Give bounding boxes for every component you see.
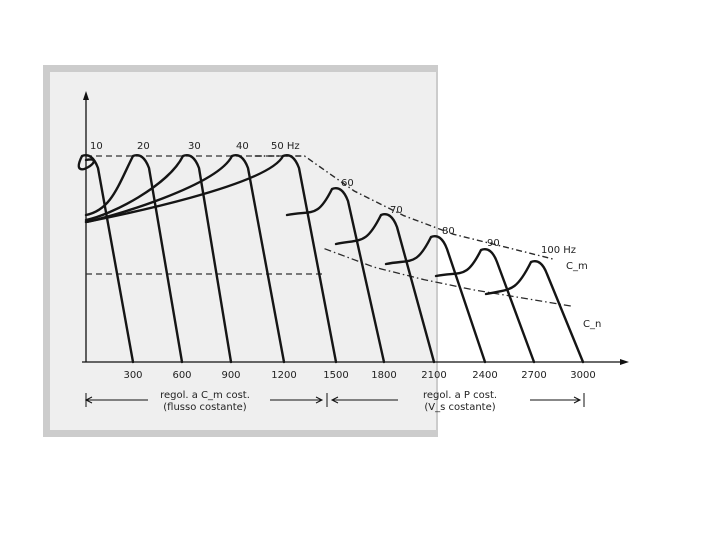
- region-label-line: (V_s costante): [424, 402, 495, 413]
- x-tick-label: 2700: [521, 370, 546, 381]
- curve-label-cm: C_m: [566, 261, 588, 272]
- x-tick-label: 1800: [371, 370, 396, 381]
- x-tick-label: 900: [221, 370, 240, 381]
- cn-envelope-curve: [324, 248, 574, 308]
- x-axis-arrow: [620, 359, 629, 365]
- figure-panel: [50, 72, 436, 430]
- torque-curve-30: [84, 154, 233, 364]
- torque-curve-40: [84, 154, 286, 364]
- region-label-line: regol. a P cost.: [423, 390, 497, 401]
- torque-curve-80: [384, 235, 487, 364]
- y-axis-arrow: [83, 91, 89, 100]
- freq-label-10: 10: [90, 141, 103, 152]
- x-tick-label: 2100: [421, 370, 446, 381]
- x-tick-label: 1500: [323, 370, 348, 381]
- torque-curve-10: [77, 154, 135, 364]
- freq-label-80: 80: [442, 226, 455, 237]
- torque-curve-100-hz: [484, 260, 585, 364]
- frequency-labels: 10 20 30 40 50 Hz 60 70 80 90 100 Hz: [90, 141, 576, 256]
- region-label-constant-flux: regol. a C_m cost. (flusso costante): [160, 390, 250, 413]
- freq-label-60: 60: [341, 178, 354, 189]
- torque-curve-20: [84, 154, 184, 364]
- freq-label-20: 20: [137, 141, 150, 152]
- freq-label-30: 30: [188, 141, 201, 152]
- freq-label-40: 40: [236, 141, 249, 152]
- x-tick-labels: 300 600 900 1200 1500 1800 2100 2400 270…: [123, 370, 595, 381]
- torque-curve-70: [334, 213, 436, 364]
- torque-curve-50-hz: [84, 154, 338, 364]
- freq-label-50: 50 Hz: [271, 141, 300, 152]
- x-tick-label: 600: [172, 370, 191, 381]
- x-tick-label: 3000: [570, 370, 595, 381]
- cm-envelope-curve: [254, 155, 554, 260]
- freq-label-70: 70: [390, 205, 403, 216]
- region-arrows: [84, 393, 585, 407]
- region-label-constant-power: regol. a P cost. (V_s costante): [423, 390, 497, 413]
- torque-speed-curves: [77, 154, 585, 364]
- x-tick-label: 1200: [271, 370, 296, 381]
- region-label-line: (flusso costante): [163, 402, 247, 413]
- freq-label-100: 100 Hz: [541, 245, 576, 256]
- torque-curve-60: [285, 187, 386, 364]
- x-tick-label: 2400: [472, 370, 497, 381]
- curve-label-cn: C_n: [583, 319, 601, 330]
- x-tick-label: 300: [123, 370, 142, 381]
- region-label-line: regol. a C_m cost.: [160, 390, 250, 401]
- torque-curve-90: [434, 248, 536, 364]
- freq-label-90: 90: [487, 238, 500, 249]
